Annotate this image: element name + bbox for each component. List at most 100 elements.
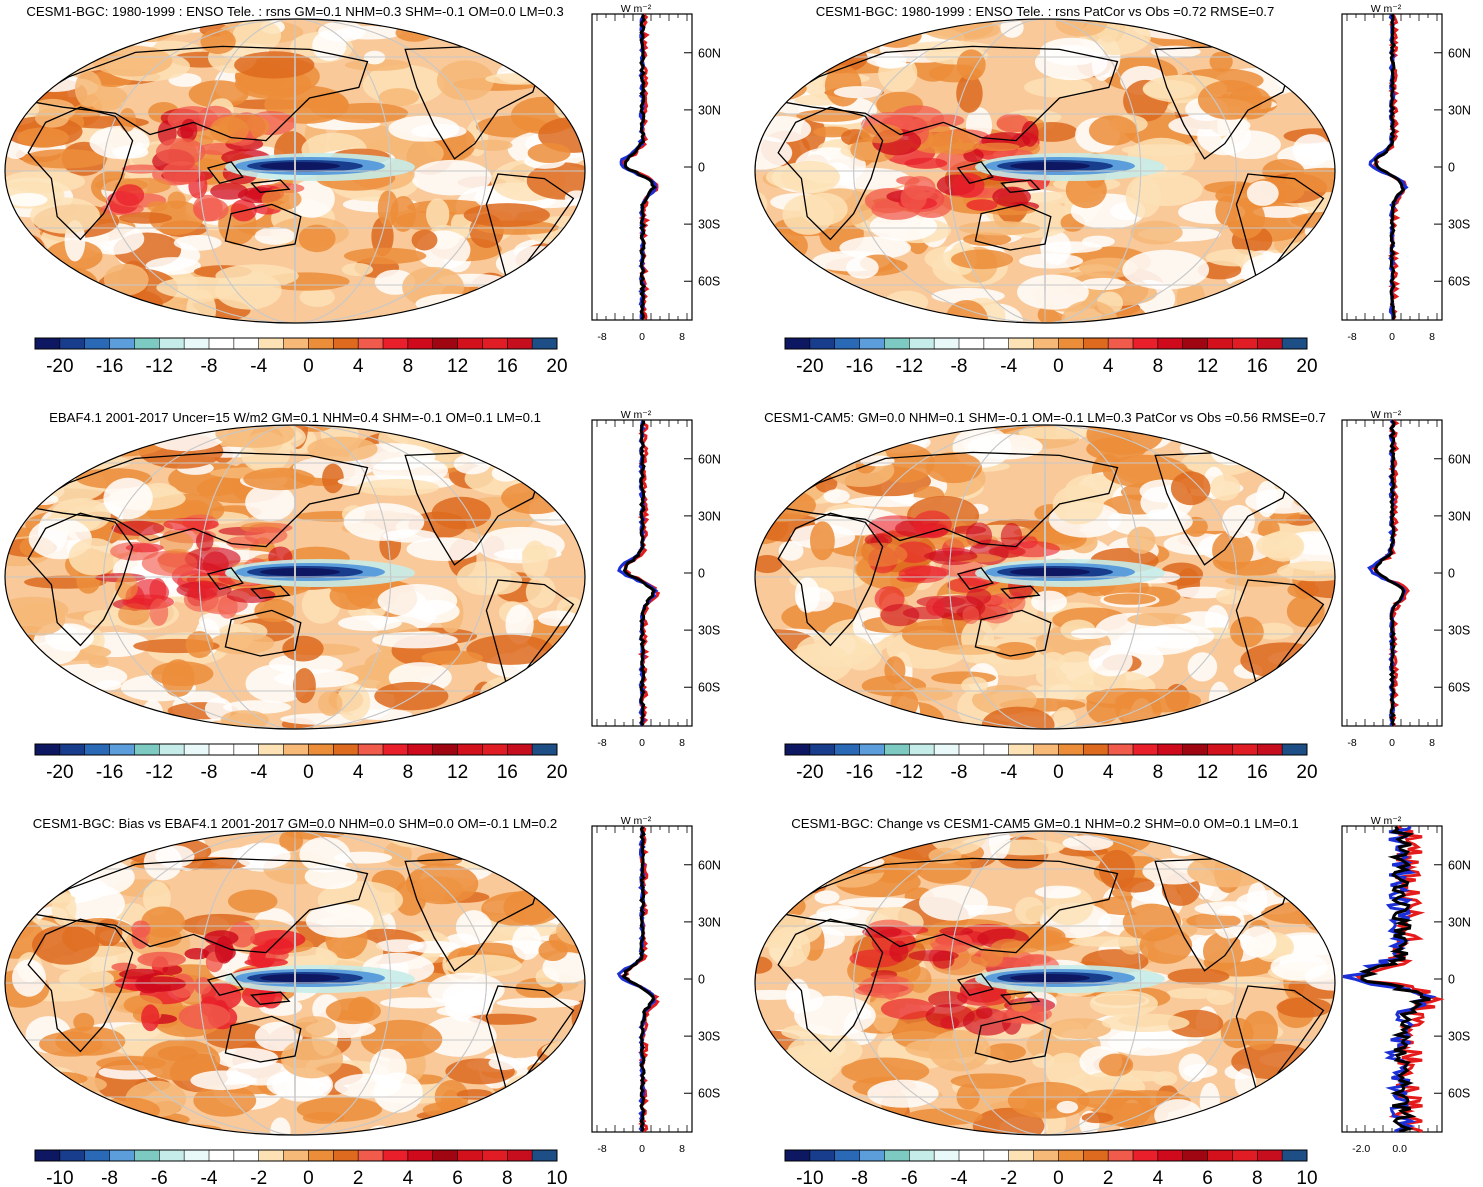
graticule	[755, 19, 1335, 323]
colorbar-label: -4	[250, 356, 267, 377]
colorbar-label: 8	[403, 356, 414, 377]
colorbar-swatch	[785, 744, 811, 755]
colorbar-swatch	[358, 338, 384, 349]
zonal-mean-plot: W m⁻² 60N 30N 0 30S 60S -8 0 8	[1341, 409, 1471, 749]
colorbar-label: 4	[1103, 356, 1114, 377]
zonal-line-mean	[1374, 14, 1406, 321]
colorbar-label: -4	[1000, 356, 1017, 377]
colorbar-swatch	[1282, 338, 1308, 349]
x-tick-label: 0	[1389, 737, 1395, 749]
colorbar-label: 4	[403, 1168, 414, 1187]
colorbar-label: -4	[250, 762, 267, 783]
colorbar-label: -2	[1000, 1168, 1017, 1187]
colorbar-swatch	[1257, 744, 1283, 755]
colorbar-swatch	[507, 338, 533, 349]
lat-tick-label: 30N	[698, 509, 721, 523]
lat-tick-label: 60S	[698, 275, 720, 289]
colorbar: -20 -16 -12 -8 -4 0 4 8 12 16 20	[784, 337, 1318, 377]
colorbar-swatch	[983, 1150, 1010, 1161]
colorbar-swatch	[1207, 744, 1233, 755]
colorbar-label: 4	[1103, 762, 1114, 783]
colorbar-swatch	[283, 338, 309, 349]
colorbar-swatch	[1083, 1150, 1109, 1161]
colorbar-swatch	[159, 744, 185, 755]
colorbar-swatch	[1008, 338, 1034, 349]
lat-tick-label: 30S	[1448, 624, 1470, 638]
colorbar-swatch	[1033, 1150, 1059, 1161]
colorbar-swatch	[432, 338, 458, 349]
map-outline	[4, 424, 586, 730]
x-tick-label: 8	[679, 331, 685, 343]
zonal-mean-plot: W m⁻² 60N 30N 0 30S 60S -8 0 8	[591, 409, 721, 749]
colorbar-swatch	[383, 1150, 409, 1161]
colorbar-swatch	[84, 744, 110, 755]
map-field	[755, 425, 1335, 729]
colorbar-swatch	[983, 338, 1010, 349]
map-outline	[754, 18, 1336, 324]
x-tick-label: 0	[639, 737, 645, 749]
colorbar-swatch	[358, 1150, 384, 1161]
zonal-line-mean	[621, 825, 656, 1133]
panel-6: CESM1-BGC: Change vs CESM1-CAM5 GM=0.1 N…	[754, 815, 1471, 1187]
colorbar-label: -16	[96, 356, 123, 377]
zonal-line-obs	[616, 826, 656, 1133]
colorbar-swatch	[1008, 1150, 1034, 1161]
zonal-line-mean	[1358, 825, 1431, 1133]
colorbar-label: -8	[951, 356, 968, 377]
panel-2: CESM1-BGC: 1980-1999 : ENSO Tele. : rsns…	[754, 3, 1471, 377]
colorbar-label: 16	[1247, 356, 1268, 377]
colorbar-swatch	[532, 338, 558, 349]
panel-4: CESM1-CAM5: GM=0.0 NHM=0.1 SHM=-0.1 OM=-…	[754, 409, 1471, 783]
colorbar-label: -12	[146, 356, 173, 377]
colorbar-swatch	[209, 744, 235, 755]
colorbar-swatch	[407, 338, 434, 349]
colorbar-swatch	[1133, 338, 1159, 349]
panel-title: CESM1-CAM5: GM=0.0 NHM=0.1 SHM=-0.1 OM=-…	[764, 410, 1326, 425]
colorbar-swatch	[233, 744, 260, 755]
unit-label: W m⁻²	[621, 409, 652, 421]
colorbar-swatch	[358, 744, 384, 755]
colorbar: -20 -16 -12 -8 -4 0 4 8 12 16 20	[784, 743, 1318, 783]
x-tick-label: 0	[1389, 331, 1395, 343]
colorbar-swatch	[507, 1150, 533, 1161]
lat-tick-label: 60N	[698, 452, 721, 466]
colorbar-label: -16	[846, 356, 873, 377]
colorbar-label: 0	[303, 356, 314, 377]
colorbar-swatch	[109, 338, 135, 349]
colorbar-swatch	[1232, 1150, 1258, 1161]
x-tick-label: -8	[597, 1143, 606, 1155]
unit-label: W m⁻²	[1371, 815, 1402, 827]
colorbar-swatch	[959, 338, 985, 349]
lat-tick-label: 30S	[698, 218, 720, 232]
colorbar-swatch	[258, 1150, 284, 1161]
colorbar-swatch	[308, 744, 334, 755]
colorbar: -10 -8 -6 -4 -2 0 2 4 6 8 10	[784, 1149, 1318, 1187]
colorbar-label: 0	[1053, 1168, 1064, 1187]
colorbar-swatch	[432, 744, 458, 755]
colorbar-swatch	[1108, 1150, 1134, 1161]
colorbar: -20 -16 -12 -8 -4 0 4 8 12 16 20	[34, 743, 568, 783]
colorbar-label: -20	[796, 356, 823, 377]
colorbar-swatch	[909, 744, 935, 755]
colorbar-swatch	[109, 1150, 135, 1161]
colorbar-swatch	[934, 744, 960, 755]
colorbar-label: 0	[303, 762, 314, 783]
colorbar-label: 2	[353, 1168, 364, 1187]
continent-outlines	[776, 857, 1325, 1104]
colorbar-swatch	[1207, 1150, 1233, 1161]
x-tick-label: 8	[679, 737, 685, 749]
lat-tick-label: 30N	[698, 915, 721, 929]
panel-title: CESM1-BGC: Change vs CESM1-CAM5 GM=0.1 N…	[791, 816, 1299, 831]
colorbar-label: 8	[403, 762, 414, 783]
colorbar-label: -8	[951, 762, 968, 783]
unit-label: W m⁻²	[621, 3, 652, 15]
map-field	[5, 425, 585, 729]
colorbar-swatch	[959, 744, 985, 755]
colorbar-swatch	[407, 744, 434, 755]
colorbar-label: -12	[146, 762, 173, 783]
colorbar-swatch	[1257, 1150, 1283, 1161]
colorbar-label: 16	[497, 762, 518, 783]
panel-title: EBAF4.1 2001-2017 Uncer=15 W/m2 GM=0.1 N…	[49, 410, 541, 425]
colorbar-swatch	[909, 338, 935, 349]
